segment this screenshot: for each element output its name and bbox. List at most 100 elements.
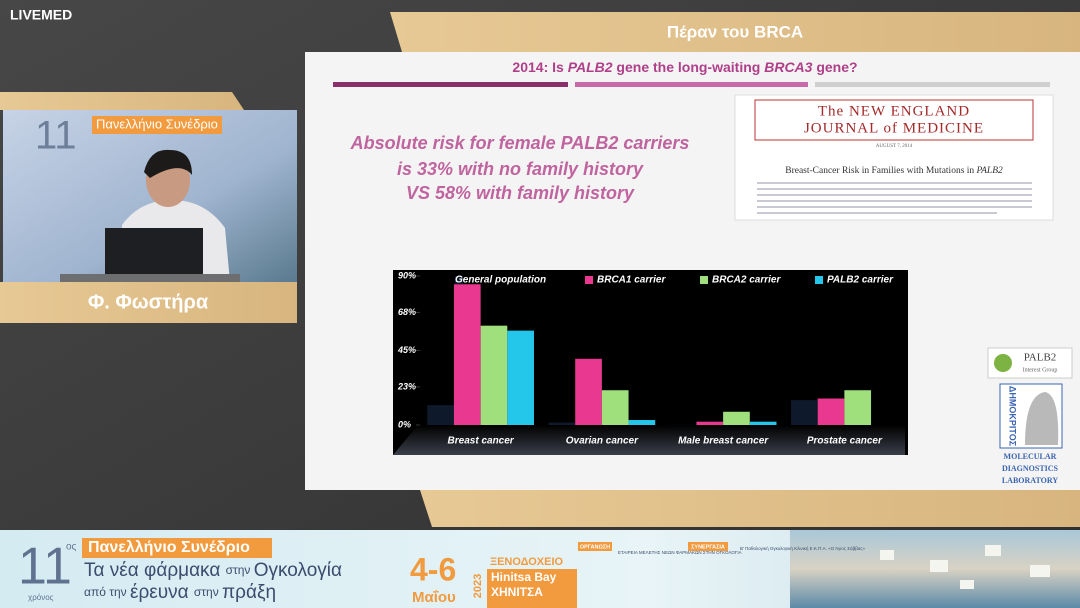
article-part: PALB2: [976, 166, 1003, 176]
venue: Hinitsa Bay: [491, 570, 557, 584]
legend-label: PALB2 carrier: [827, 275, 894, 286]
legend-swatch: [815, 276, 823, 284]
legend-label: BRCA2 carrier: [712, 275, 781, 286]
statement: Absolute risk for female PALB2 carriers: [350, 133, 690, 153]
bar: [723, 411, 750, 425]
rule: [333, 82, 568, 87]
bar: [817, 398, 845, 425]
palb2-logo-sub: Interest Group: [1023, 367, 1058, 373]
video-badge: [92, 116, 222, 134]
tagline-part: Τα νέα φάρμακα: [84, 560, 226, 581]
lab-name: DIAGNOSTICS: [1002, 464, 1059, 473]
subtitle-part: 2014: Is: [512, 59, 567, 75]
month: Μαΐου: [412, 589, 456, 606]
venue: ΞΕΝΟΔΟΧΕΙΟ: [490, 556, 564, 568]
subtitle-part: gene the long-waiting: [613, 59, 765, 75]
x-tick-label: Ovarian cancer: [566, 436, 639, 447]
ordinal: ος: [66, 542, 77, 553]
statement: is 33% with no family history: [397, 159, 644, 179]
slide-header: [390, 12, 1080, 52]
tagline: Τα νέα φάρμακα στην Ογκολογία: [84, 560, 342, 581]
palb2-icon: [994, 354, 1012, 372]
legend-swatch: [455, 276, 463, 284]
legend-label: General population: [455, 275, 546, 286]
legend-swatch: [700, 276, 708, 284]
rule: [815, 82, 1050, 87]
subtitle: 2014: Is PALB2 gene the long-waiting BRC…: [512, 59, 857, 75]
video-edition: 11: [35, 114, 77, 158]
dates: 4-6: [410, 551, 456, 587]
section-title: Πέραν του BRCA: [667, 22, 803, 41]
subtitle-part: BRCA3: [764, 59, 812, 75]
slide-footer: [420, 490, 1080, 527]
congress: Πανελλήνιο Συνέδριο: [88, 539, 250, 556]
journal-masthead: JOURNAL of MEDICINE: [804, 120, 984, 136]
bar: [601, 390, 629, 425]
organizer-label: ΟΡΓΑΝΩΣΗ: [580, 544, 610, 550]
statement: VS 58% with family history: [406, 183, 635, 203]
lab-name: LABORATORY: [1002, 476, 1059, 485]
video-congress: Πανελλήνιο Συνέδριο: [96, 116, 218, 131]
bar: [575, 358, 602, 425]
bar: [628, 420, 656, 425]
tagline: από την έρευνα στην πράξη: [84, 582, 276, 603]
tagline-part: από την: [84, 585, 130, 599]
tagline-part: πράξη: [222, 582, 276, 603]
bar: [696, 421, 724, 425]
legend-swatch: [585, 276, 593, 284]
edition: 11: [18, 538, 72, 596]
year: 2023: [472, 574, 484, 598]
legend-label: BRCA1 carrier: [597, 275, 666, 286]
congress-badge: [82, 538, 272, 558]
bar: [844, 390, 872, 425]
journal-article: Breast-Cancer Risk in Families with Muta…: [785, 166, 1003, 176]
lab-name: MOLECULAR: [1004, 452, 1057, 461]
x-tick-label: Breast cancer: [448, 436, 515, 447]
photo-houses: [880, 545, 1050, 589]
bar: [548, 422, 576, 425]
author-lines: [757, 182, 1032, 214]
institute-name: ΔΗΜΟΚΡΙΤΟΣ: [1008, 386, 1018, 447]
chart-floor: [393, 425, 905, 455]
speaker-name: Φ. Φωστήρα: [88, 291, 209, 313]
institute-bust: [1025, 392, 1059, 445]
journal-masthead: The NEW ENGLAND: [818, 103, 970, 119]
organizer: ΕΤΑΙΡΕΙΑ ΜΕΛΕΤΗΣ ΝΕΩΝ ΦΑΡΜΑΚΩΝ ΣΤΗΝ ΟΓΚΟ…: [618, 550, 742, 555]
x-tick-label: Male breast cancer: [678, 436, 769, 447]
x-tick-label: Prostate cancer: [807, 436, 883, 447]
speaker-hair: [144, 149, 192, 178]
bar: [749, 421, 777, 425]
bar: [507, 330, 534, 425]
tagline-part: Ογκολογία: [254, 560, 342, 581]
tagline-part: στην: [226, 563, 254, 577]
chart: 0% 23% 45% 68% 90% Breast cancer Ovarian cance…: [397, 270, 894, 446]
tagline-part: στην: [194, 585, 222, 599]
label-box: [578, 542, 612, 551]
y-tick-label: 68%: [398, 307, 416, 317]
bar: [427, 405, 454, 425]
subtitle-part: gene?: [812, 59, 857, 75]
bar: [480, 325, 508, 425]
venue: ΧΗΝΙΤΣΑ: [491, 585, 543, 599]
y-tick-label: 45%: [397, 345, 416, 355]
y-tick-label: 0%: [398, 419, 411, 429]
lectern: [60, 274, 240, 282]
bar: [791, 400, 818, 425]
panel-band: [0, 92, 244, 110]
rule: [575, 82, 808, 87]
logo: LIVEMED: [10, 7, 72, 23]
partner-label: ΣΥΝΕΡΓΑΣΙΑ: [691, 544, 725, 550]
y-tick-label: 90%: [398, 270, 416, 280]
subtitle-part: PALB2: [568, 59, 613, 75]
y-tick-label: 23%: [397, 381, 416, 391]
journal-frame: [754, 99, 1034, 141]
palb2-logo-text: PALB2: [1024, 352, 1057, 364]
venue-box: [487, 569, 577, 608]
bar: [453, 284, 481, 425]
years: χρόνος: [28, 593, 54, 602]
journal-clip: [734, 94, 1054, 221]
label-box: [688, 542, 728, 551]
tagline-part: έρευνα: [130, 582, 194, 603]
name-band: [0, 282, 297, 323]
